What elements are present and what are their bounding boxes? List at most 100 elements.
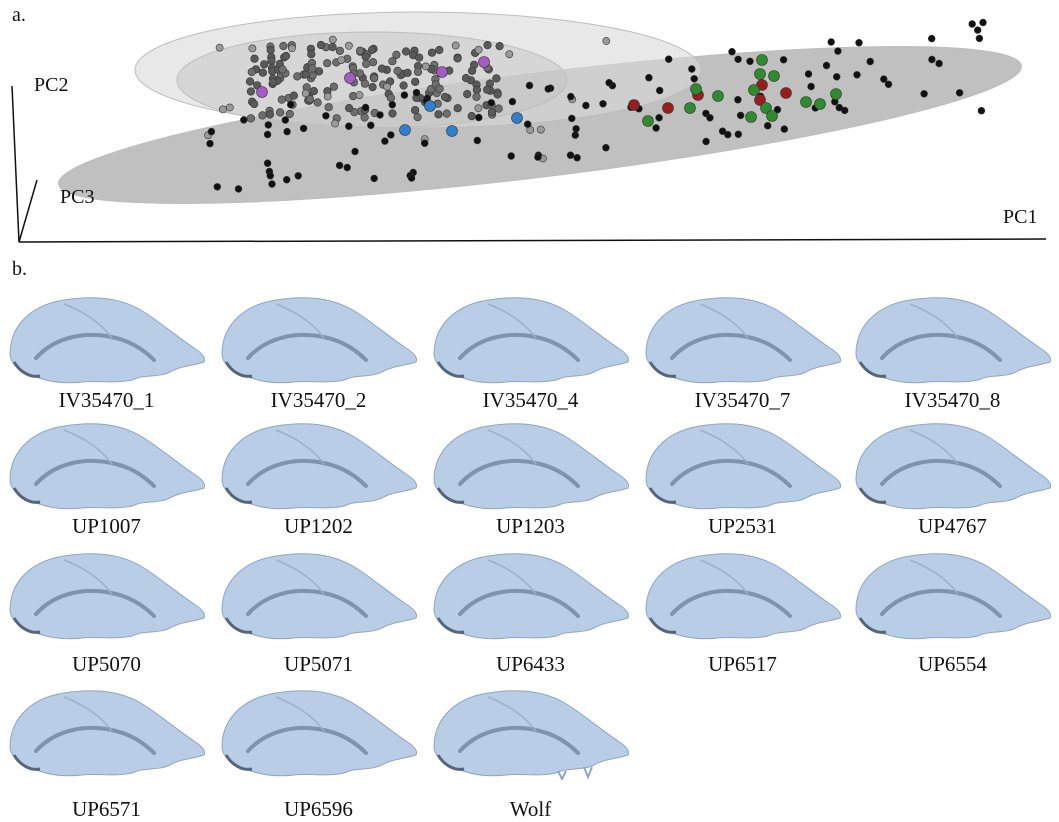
specimen-label: UP2531 — [708, 514, 777, 538]
black-point — [652, 124, 660, 132]
black-point — [263, 159, 272, 167]
specimen-cell: IV35470_7 — [640, 292, 845, 417]
specimen-cell: UP4767 — [850, 418, 1055, 543]
black-point — [487, 99, 495, 107]
green-point — [690, 83, 702, 95]
black-point — [973, 26, 982, 34]
specimen-label: UP5071 — [284, 652, 353, 676]
green-point — [748, 84, 760, 96]
black-point — [718, 127, 727, 135]
black-point — [853, 71, 861, 79]
grey-point — [401, 47, 411, 56]
black-point — [345, 122, 353, 130]
blue-point — [424, 100, 436, 112]
light-grey-point — [248, 44, 257, 53]
black-point — [263, 130, 272, 139]
grey-point — [435, 84, 444, 93]
grey-point — [442, 109, 451, 118]
green-point — [766, 110, 778, 122]
grey-point — [277, 95, 286, 104]
grey-point — [461, 73, 471, 83]
grey-point — [440, 92, 450, 102]
skull-image — [221, 690, 417, 777]
grey-point — [323, 59, 332, 68]
black-point — [376, 111, 384, 119]
pca-axes — [11, 85, 1047, 243]
light-grey-point — [383, 82, 391, 91]
grey-point — [258, 68, 268, 77]
grey-point — [453, 54, 462, 63]
skull-image — [433, 690, 629, 780]
panel-b-label: b. — [12, 258, 27, 280]
black-point — [240, 116, 248, 124]
light-grey-point — [301, 89, 310, 98]
grey-point — [245, 77, 255, 86]
black-point — [645, 73, 653, 82]
grey-point — [368, 82, 377, 92]
black-point — [832, 73, 841, 81]
light-grey-point — [225, 103, 234, 112]
black-point — [602, 144, 610, 152]
grey-point — [335, 46, 345, 55]
skull-image — [9, 553, 205, 640]
grey-point — [393, 66, 402, 75]
black-point — [234, 185, 243, 193]
blue-point — [399, 124, 411, 136]
skull-image — [221, 297, 417, 384]
skull-image — [9, 297, 205, 384]
grey-point — [415, 53, 424, 62]
black-point — [746, 57, 754, 65]
specimen-label: UP6554 — [918, 652, 987, 676]
grey-point — [316, 40, 326, 50]
black-point — [525, 81, 534, 90]
skull-image — [433, 423, 629, 510]
black-point — [370, 174, 378, 183]
black-point — [568, 114, 576, 123]
grey-point — [413, 112, 422, 122]
light-grey-point — [602, 37, 611, 45]
light-grey-point — [215, 43, 224, 52]
specimen-cell: UP5071 — [216, 548, 421, 676]
black-point — [599, 100, 607, 108]
specimen-label: IV35470_4 — [482, 388, 579, 412]
black-point — [388, 100, 396, 109]
black-point — [283, 127, 291, 136]
grey-point — [368, 58, 378, 67]
grey-point — [494, 104, 503, 113]
black-point — [421, 139, 429, 147]
grey-point — [493, 90, 502, 99]
black-point — [855, 38, 863, 47]
light-grey-point — [323, 92, 332, 101]
grey-point — [427, 48, 437, 57]
grey-point — [328, 42, 337, 52]
purple-point — [478, 56, 490, 68]
black-point — [351, 147, 359, 156]
black-point — [655, 113, 663, 122]
black-point — [927, 34, 936, 43]
black-point — [534, 153, 542, 161]
grey-point — [453, 104, 462, 113]
grey-point — [411, 106, 420, 115]
specimen-label: UP6433 — [496, 652, 565, 676]
purple-point — [436, 66, 448, 78]
grey-point — [392, 50, 401, 60]
black-point — [664, 55, 673, 63]
black-point — [773, 105, 782, 114]
black-point — [706, 114, 714, 122]
black-point — [688, 65, 696, 73]
grey-point — [258, 111, 267, 120]
grey-point — [487, 107, 497, 117]
grey-point — [361, 52, 370, 61]
black-point — [655, 86, 664, 95]
skull-image — [433, 553, 629, 640]
black-point — [361, 103, 370, 112]
black-point — [571, 131, 579, 139]
specimen-cell: UP6517 — [640, 548, 845, 676]
black-point — [207, 127, 216, 136]
black-point — [213, 183, 222, 191]
black-point — [283, 176, 291, 184]
grey-point — [362, 59, 371, 68]
green-point — [800, 96, 812, 108]
specimen-label: UP6571 — [72, 797, 141, 821]
black-point — [299, 124, 308, 133]
